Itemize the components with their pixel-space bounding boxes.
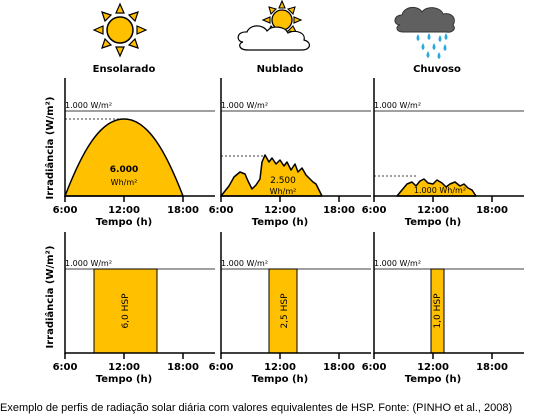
x-tick-label: 18:00 <box>323 205 355 216</box>
hsp-sunny: 1.000 W/m² 6,0 HSP <box>64 232 215 354</box>
profile-unit-cloudy: Wh/m² <box>270 187 297 196</box>
x-tick-label: 18:00 <box>167 362 199 373</box>
x-tick-label: 6:00 <box>362 205 387 216</box>
x-tick-label: 12:00 <box>264 362 296 373</box>
reference-label: 1.000 W/m² <box>65 101 112 110</box>
rain-cloud-icon <box>394 7 455 59</box>
x-tick-label: 6:00 <box>362 362 387 373</box>
profile-total-sunny: 6.000 <box>110 165 138 175</box>
x-tick-label: 12:00 <box>417 362 449 373</box>
reference-label: 1.000 W/m² <box>221 101 268 110</box>
profile-total-cloudy: 2.500 <box>270 176 296 186</box>
x-tick-label: 6:00 <box>53 362 78 373</box>
hsp-cloudy: 1.000 W/m² 2,5 HSP <box>220 232 371 354</box>
x-tick-label: 18:00 <box>323 362 355 373</box>
hsp-rainy: 1.000 W/m² 1,0 HSP <box>373 232 524 354</box>
profile-total-rainy: 1.000 Wh/m² <box>414 186 466 195</box>
x-axis-title: Tempo (h) <box>96 217 152 228</box>
profile-sunny: 1.000 W/m² 6.000 Wh/m² <box>63 78 215 197</box>
reference-label: 1.000 W/m² <box>221 259 268 268</box>
profile-cloudy: 1.000 W/m² 2.500 Wh/m² <box>220 78 371 197</box>
reference-label: 1.000 W/m² <box>65 259 112 268</box>
panel-title-rainy: Chuvoso <box>413 64 461 75</box>
x-tick-label: 12:00 <box>417 205 449 216</box>
x-axis-title: Tempo (h) <box>96 374 152 385</box>
x-tick-label: 18:00 <box>167 205 199 216</box>
x-tick-label: 12:00 <box>264 205 296 216</box>
x-tick-label: 6:00 <box>53 205 78 216</box>
reference-label: 1.000 W/m² <box>374 101 421 110</box>
profile-rainy: 1.000 W/m² 1.000 Wh/m² <box>373 78 524 197</box>
hsp-label-cloudy: 2,5 HSP <box>280 293 290 329</box>
x-tick-label: 18:00 <box>476 362 508 373</box>
x-tick-label: 12:00 <box>108 205 140 216</box>
figure-caption: Exemplo de perfis de radiação solar diár… <box>0 402 513 414</box>
x-axis-title: Tempo (h) <box>252 217 308 228</box>
x-axis-title: Tempo (h) <box>405 217 461 228</box>
profile-unit-sunny: Wh/m² <box>111 178 138 187</box>
ylabel-top: Irradiância (W/m²) <box>44 97 56 200</box>
hsp-label-rainy: 1,0 HSP <box>433 293 443 329</box>
sun-icon <box>92 2 148 58</box>
x-tick-label: 12:00 <box>108 362 140 373</box>
hsp-label-sunny: 6,0 HSP <box>121 293 131 329</box>
x-tick-label: 6:00 <box>209 205 234 216</box>
x-axis-title: Tempo (h) <box>252 374 308 385</box>
x-tick-label: 6:00 <box>209 362 234 373</box>
x-axis-title: Tempo (h) <box>405 374 461 385</box>
sun-behind-cloud-icon <box>237 0 310 51</box>
x-ticks: 6:00 12:00 18:00 Tempo (h) 6:00 12:00 18:00 Tem… <box>53 196 508 385</box>
x-tick-label: 18:00 <box>476 205 508 216</box>
panel-title-cloudy: Nublado <box>257 64 304 75</box>
ylabel-bottom: Irradiância (W/m²) <box>44 246 56 349</box>
panel-title-sunny: Ensolarado <box>93 64 156 75</box>
reference-label: 1.000 W/m² <box>374 259 421 268</box>
